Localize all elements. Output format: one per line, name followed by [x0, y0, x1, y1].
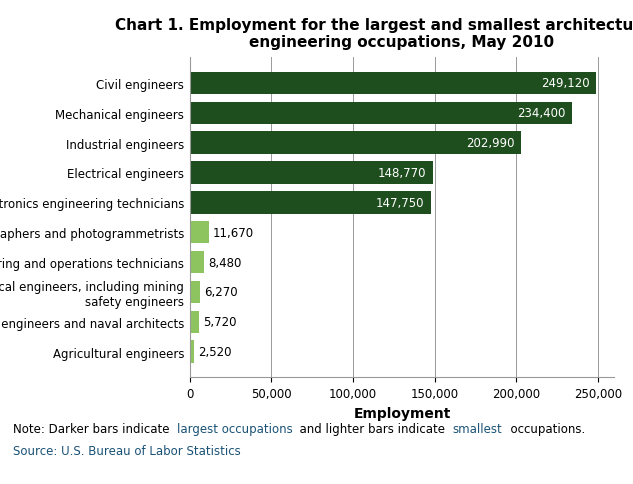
Bar [190, 132, 521, 154]
Bar [190, 103, 572, 125]
Text: smallest: smallest [453, 423, 503, 436]
Text: and lighter bars indicate: and lighter bars indicate [292, 423, 453, 436]
Bar [190, 311, 199, 333]
Text: 234,400: 234,400 [517, 107, 566, 120]
Bar [190, 251, 204, 273]
Bar [190, 192, 431, 214]
Text: 6,270: 6,270 [204, 286, 238, 299]
Text: 148,770: 148,770 [377, 166, 426, 180]
Bar [190, 341, 194, 363]
Text: 202,990: 202,990 [466, 137, 515, 150]
Bar [190, 73, 596, 95]
Text: 147,750: 147,750 [376, 197, 424, 210]
Bar [190, 281, 200, 303]
Text: 5,720: 5,720 [203, 316, 237, 329]
Text: occupations.: occupations. [503, 423, 585, 436]
Bar [190, 222, 209, 244]
Title: Chart 1. Employment for the largest and smallest architecture and
engineering oc: Chart 1. Employment for the largest and … [115, 17, 633, 50]
Text: Note: Darker bars indicate: Note: Darker bars indicate [13, 423, 177, 436]
Text: 2,520: 2,520 [198, 346, 232, 358]
Text: 249,120: 249,120 [541, 77, 590, 90]
Bar [190, 162, 432, 184]
Text: 11,670: 11,670 [213, 226, 254, 239]
Text: largest occupations: largest occupations [177, 423, 292, 436]
Text: 8,480: 8,480 [208, 256, 241, 269]
Text: Source: U.S. Bureau of Labor Statistics: Source: U.S. Bureau of Labor Statistics [13, 444, 241, 457]
X-axis label: Employment: Employment [353, 406, 451, 420]
